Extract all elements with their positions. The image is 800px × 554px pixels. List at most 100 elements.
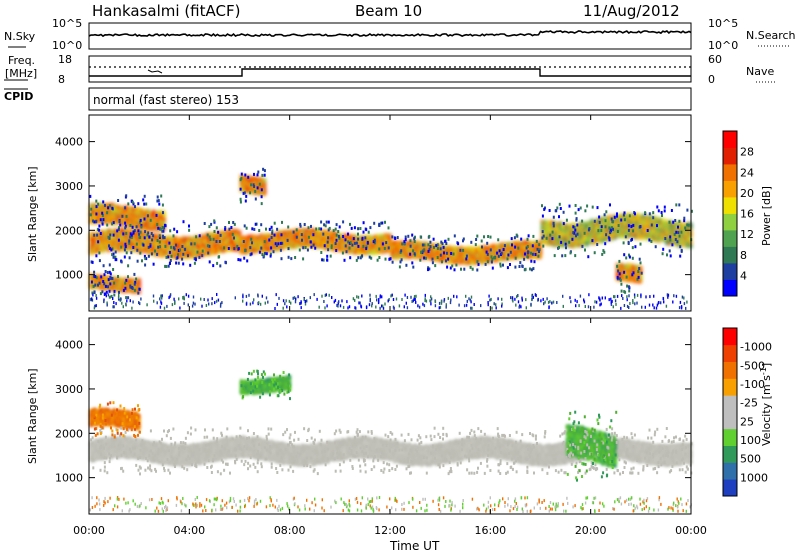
scatter-cell bbox=[127, 205, 131, 211]
scatter-cell bbox=[148, 209, 151, 214]
noise-right-top-tick: 10^5 bbox=[708, 17, 738, 30]
scatter-cell bbox=[238, 230, 242, 235]
scatter-cell bbox=[312, 228, 315, 233]
date-title: 11/Aug/2012 bbox=[583, 2, 680, 20]
scatter-cell bbox=[245, 245, 248, 250]
scatter-cell bbox=[110, 203, 114, 208]
nave-bottom-tick: 0 bbox=[708, 73, 715, 86]
scatter-cell bbox=[332, 230, 335, 236]
scatter-cell bbox=[120, 247, 123, 252]
scatter-cell bbox=[138, 283, 141, 288]
scatter-cell bbox=[122, 244, 125, 249]
noise-left-top-tick: 10^5 bbox=[52, 17, 82, 30]
scatter-cell bbox=[90, 234, 93, 239]
scatter-cell bbox=[228, 228, 231, 233]
scatter-cell bbox=[137, 207, 141, 213]
nave-label: Nave bbox=[746, 65, 774, 78]
scatter-cell bbox=[119, 228, 122, 233]
scatter-cell bbox=[131, 229, 134, 234]
scatter-cell bbox=[244, 250, 247, 256]
scatter-cell bbox=[132, 248, 135, 253]
scatter-cell bbox=[117, 210, 120, 215]
scatter-cell bbox=[144, 240, 147, 245]
scatter-cell bbox=[134, 230, 137, 235]
scatter-cell bbox=[158, 209, 161, 215]
scatter-cell bbox=[119, 234, 122, 239]
scatter-cell bbox=[138, 278, 141, 283]
noise-left-bottom-tick: 10^0 bbox=[52, 39, 82, 52]
scatter-cell bbox=[162, 253, 165, 258]
scatter-cell bbox=[215, 246, 218, 251]
beam-title: Beam 10 bbox=[355, 2, 422, 20]
scatter-cell bbox=[147, 241, 150, 246]
scatter-cell bbox=[144, 224, 147, 229]
scatter-cell bbox=[200, 233, 203, 239]
nave-top-tick: 60 bbox=[708, 53, 722, 66]
scatter-cell bbox=[163, 212, 166, 217]
scatter-cell bbox=[389, 238, 392, 244]
scatter-cell bbox=[138, 289, 141, 294]
scatter-cell bbox=[108, 228, 111, 233]
noise-sky-label: N.Sky bbox=[4, 30, 36, 43]
scatter-cell bbox=[89, 215, 92, 220]
scatter-cell bbox=[218, 248, 221, 254]
scatter-cell bbox=[168, 254, 171, 259]
scatter-cell bbox=[373, 242, 376, 247]
scatter-cell bbox=[102, 248, 105, 253]
scatter-cell bbox=[220, 248, 223, 253]
scatter-cell bbox=[322, 229, 326, 234]
scatter-cell bbox=[171, 245, 174, 251]
scatter-cell bbox=[316, 228, 319, 233]
freq-top-tick: 18 bbox=[58, 53, 72, 66]
scatter-cell bbox=[243, 245, 247, 250]
scatter-cell bbox=[92, 243, 95, 248]
scatter-cell bbox=[287, 242, 290, 247]
radar-title: Hankasalmi (fitACF) bbox=[92, 2, 240, 20]
scatter-cell bbox=[161, 227, 164, 232]
cpid-panel-frame bbox=[88, 87, 692, 111]
freq-panel-frame bbox=[88, 55, 692, 83]
scatter-cell bbox=[138, 281, 141, 286]
scatter-cell bbox=[114, 221, 117, 226]
scatter-cell bbox=[153, 212, 156, 217]
scatter-cell bbox=[220, 246, 223, 251]
scatter-cell bbox=[97, 211, 100, 216]
scatter-cell bbox=[121, 210, 124, 215]
scatter-cell bbox=[131, 212, 134, 217]
noise-right-bottom-tick: 10^0 bbox=[708, 39, 738, 52]
scatter-cell bbox=[94, 240, 97, 245]
scatter-cell bbox=[111, 234, 114, 239]
scatter-cell bbox=[188, 248, 191, 253]
scatter-cell bbox=[253, 234, 256, 239]
frequency-trace bbox=[89, 68, 691, 77]
scatter-cell bbox=[143, 211, 146, 216]
scatter-cell bbox=[118, 247, 121, 252]
cpid-label: CPID bbox=[4, 90, 33, 103]
scatter-cell bbox=[145, 234, 148, 240]
scatter-cell bbox=[368, 250, 371, 256]
scatter-cell bbox=[168, 247, 171, 253]
scatter-cell bbox=[90, 250, 93, 255]
scatter-cell bbox=[277, 238, 280, 244]
power-data-layer bbox=[89, 167, 693, 310]
scatter-cell bbox=[184, 244, 187, 250]
scatter-cell bbox=[414, 255, 417, 260]
scatter-cell bbox=[354, 250, 358, 255]
scatter-cell bbox=[126, 247, 129, 252]
scatter-cell bbox=[301, 230, 304, 235]
scatter-cell bbox=[171, 238, 174, 244]
scatter-cell bbox=[258, 235, 262, 241]
scatter-cell bbox=[201, 243, 204, 248]
scatter-cell bbox=[227, 238, 230, 243]
scatter-cell bbox=[134, 209, 137, 214]
scatter-cell bbox=[210, 244, 213, 250]
scatter-cell bbox=[138, 248, 141, 254]
scatter-cell bbox=[300, 228, 303, 233]
scatter-cell bbox=[163, 221, 166, 226]
scatter-cell bbox=[153, 252, 156, 257]
scatter-cell bbox=[269, 242, 272, 247]
scatter-cell bbox=[153, 218, 156, 223]
freq-bottom-tick: 8 bbox=[58, 73, 65, 86]
scatter-cell bbox=[180, 255, 183, 260]
